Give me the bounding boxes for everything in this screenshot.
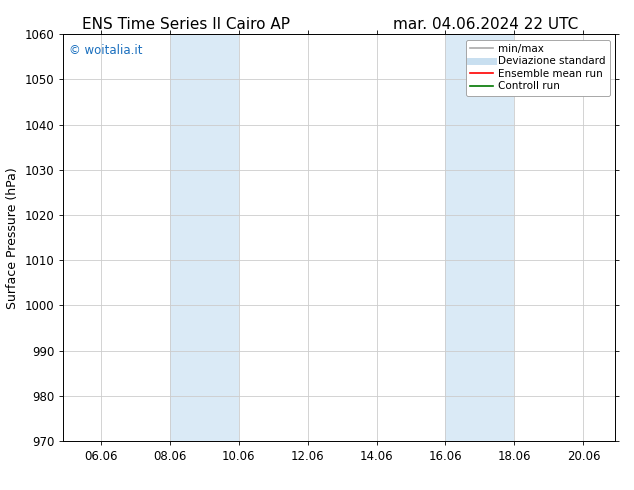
Text: © woitalia.it: © woitalia.it [69, 45, 143, 57]
Y-axis label: Surface Pressure (hPa): Surface Pressure (hPa) [6, 167, 19, 309]
Bar [170, 34, 238, 441]
Bar [446, 34, 514, 441]
Legend: min/max, Deviazione standard, Ensemble mean run, Controll run: min/max, Deviazione standard, Ensemble m… [466, 40, 610, 96]
Text: mar. 04.06.2024 22 UTC: mar. 04.06.2024 22 UTC [393, 17, 578, 32]
Text: ENS Time Series Il Cairo AP: ENS Time Series Il Cairo AP [82, 17, 290, 32]
